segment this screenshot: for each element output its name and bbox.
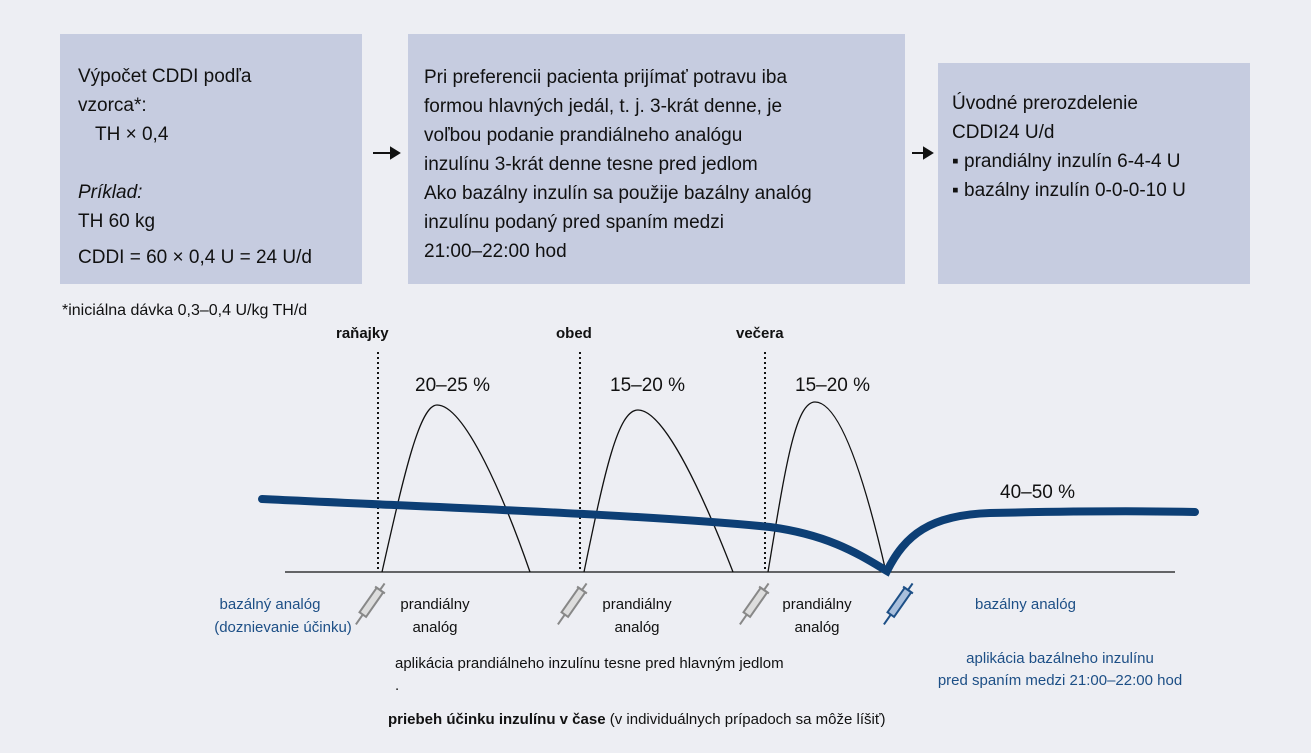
note-mark: . <box>395 677 399 694</box>
percentage: 20–25 % <box>415 375 490 396</box>
box-text: ▪ bazálny inzulín 0-0-0-10 U <box>952 180 1186 201</box>
basal-note: aplikácia bazálneho inzulínu <box>966 650 1154 667</box>
box-text: Úvodné prerozdelenie <box>952 92 1138 114</box>
basal-left-label: bazálný analóg <box>220 596 321 613</box>
basal-note: pred spaním medzi 21:00–22:00 hod <box>938 672 1182 689</box>
prandial-label: analóg <box>614 619 659 636</box>
box-text: 21:00–22:00 hod <box>424 241 567 262</box>
prandial-note: aplikácia prandiálneho inzulínu tesne pr… <box>395 655 784 672</box>
box <box>60 34 362 284</box>
box-text: voľbou podanie prandiálneho analógu <box>424 125 742 146</box>
arrow <box>373 146 934 160</box>
basal-left-label: (doznievanie účinku) <box>214 619 352 636</box>
box-text: CDDI24 U/d <box>952 122 1054 143</box>
box-text: Výpočet CDDI podľa <box>78 66 252 87</box>
prandial-label: prandiálny <box>602 596 672 613</box>
box-text: inzulínu podaný pred spaním medzi <box>424 212 724 233</box>
basal-right-label: bazálny analóg <box>975 596 1076 613</box>
meal-label: obed <box>556 325 592 342</box>
footnote: *iniciálna dávka 0,3–0,4 U/kg TH/d <box>62 302 307 319</box>
box-text: TH × 0,4 <box>95 124 169 145</box>
caption-rest: (v individuálnych prípadoch sa môže líši… <box>606 711 886 728</box>
box-text: Ako bazálny inzulín sa použije bazálny a… <box>424 183 812 204</box>
caption-bold: priebeh účinku inzulínu v čase <box>388 711 606 728</box>
box-text: TH 60 kg <box>78 211 155 232</box>
box-text: vzorca*: <box>78 95 147 116</box>
box <box>408 34 905 284</box>
prandial-label: analóg <box>412 619 457 636</box>
box-text: ▪ prandiálny inzulín 6-4-4 U <box>952 151 1181 172</box>
syringe <box>355 582 914 625</box>
basal-curve <box>258 495 1199 577</box>
meal-line <box>377 352 766 572</box>
percentage: 15–20 % <box>610 375 685 396</box>
prandial-label: analóg <box>794 619 839 636</box>
prandial-label: prandiálny <box>400 596 470 613</box>
box-text: formou hlavných jedál, t. j. 3-krát denn… <box>424 96 782 117</box>
box-text: inzulínu 3-krát denne tesne pred jedlom <box>424 154 758 175</box>
meal-label: raňajky <box>336 325 389 342</box>
box-text: Príklad: <box>78 182 142 203</box>
percentage: 15–20 % <box>795 375 870 396</box>
box-text: CDDI = 60 × 0,4 U = 24 U/d <box>78 247 312 268</box>
prandial-curve <box>381 401 887 573</box>
box <box>938 63 1250 284</box>
prandial-label: prandiálny <box>782 596 852 613</box>
box-text: Pri preferencii pacienta prijímať potrav… <box>424 67 787 88</box>
meal-label: večera <box>736 325 784 342</box>
caption: priebeh účinku inzulínu v čase (v indivi… <box>388 711 885 728</box>
percentage: 40–50 % <box>1000 482 1075 503</box>
